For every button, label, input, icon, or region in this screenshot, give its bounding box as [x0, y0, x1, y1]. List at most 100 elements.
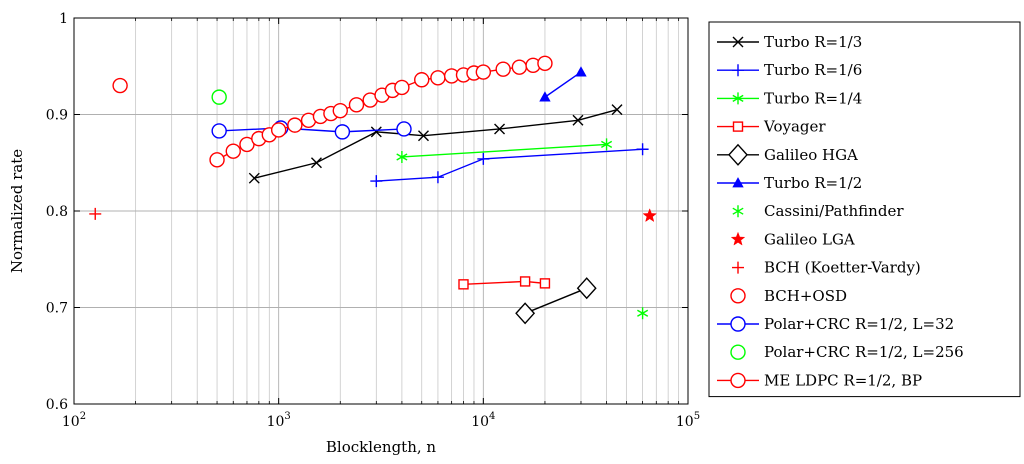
series-line [216, 62, 546, 161]
data-point [396, 121, 412, 137]
y-axis-title-text: Normalized rate [8, 149, 26, 273]
x-tick-label: 102 [62, 411, 86, 430]
data-point [494, 123, 506, 135]
data-point [642, 208, 658, 223]
grid [73, 17, 689, 405]
legend-label: Turbo R=1/4 [764, 89, 862, 107]
data-point [539, 91, 551, 102]
series-3 [458, 276, 551, 290]
data-point [89, 207, 102, 220]
data-point [575, 66, 587, 77]
legend-label: Galileo LGA [764, 230, 855, 248]
series-7 [642, 208, 658, 223]
legend-entry: Turbo R=1/2 [717, 174, 862, 192]
data-point [539, 278, 551, 289]
x-tick-label: 105 [676, 411, 700, 430]
x-tick-base: 10 [471, 414, 489, 430]
legend-marker [732, 36, 744, 48]
legend-marker [732, 177, 744, 188]
legend-entry: Turbo R=1/3 [717, 33, 862, 51]
x-tick-base: 10 [676, 414, 694, 430]
legend: Turbo R=1/3 Turbo R=1/6 Turbo R=1/4 Voyager… [708, 21, 1021, 398]
legend-label: Polar+CRC R=1/2, L=32 [764, 315, 954, 333]
data-point [495, 61, 511, 77]
y-tick-label: 0.9 [46, 108, 68, 124]
legend-entry: Galileo LGA [730, 230, 855, 248]
legend-label: BCH+OSD [764, 287, 847, 305]
data-point [414, 72, 430, 88]
series-line [524, 287, 587, 314]
legend-marker [730, 288, 746, 304]
legend-marker [732, 205, 744, 218]
data-point [576, 277, 597, 300]
legend-marker [730, 231, 746, 246]
legend-marker [732, 121, 744, 132]
series-line [219, 127, 405, 133]
data-point [112, 77, 128, 94]
x-tick-exponent: 5 [694, 411, 700, 422]
legend-marker [732, 64, 744, 77]
data-point [225, 143, 241, 159]
series-line [401, 143, 607, 158]
legend-entry: Voyager [717, 118, 826, 136]
legend-entry: Cassini/Pathfinder [732, 202, 904, 220]
legend-entry: ME LDPC R=1/2, BP [717, 371, 922, 389]
x-axis-title-text: Blocklength, n [326, 438, 437, 456]
legend-marker [728, 143, 748, 166]
x-tick-exponent: 2 [80, 411, 86, 422]
legend-entry: Turbo R=1/4 [717, 89, 862, 107]
series-0 [248, 104, 623, 184]
y-tick-label: 0.8 [46, 204, 68, 220]
x-tick-exponent: 4 [489, 411, 495, 422]
data-point [515, 302, 536, 325]
data-point [248, 172, 260, 184]
legend-entry: Polar+CRC R=1/2, L=256 [730, 343, 964, 361]
data-point [209, 152, 225, 168]
legend-marker [730, 344, 746, 360]
series-layer [89, 55, 658, 325]
data-point [287, 117, 303, 133]
legend-label: Turbo R=1/2 [764, 174, 862, 192]
data-point [430, 70, 446, 86]
legend-box [708, 21, 1021, 398]
data-point [572, 114, 584, 126]
legend-entry: BCH (Koetter-Vardy) [732, 259, 921, 277]
x-tick-label: 103 [267, 411, 291, 430]
legend-label: Turbo R=1/3 [764, 33, 862, 51]
legend-label: Polar+CRC R=1/2, L=256 [764, 343, 964, 361]
series-6 [637, 307, 649, 320]
series-line [463, 280, 546, 286]
data-point [396, 150, 408, 163]
series-9 [112, 77, 128, 94]
data-point [417, 130, 429, 142]
data-point [431, 171, 444, 184]
series-12 [209, 55, 553, 168]
x-axis-title: Blocklength, n [326, 438, 437, 456]
data-point [611, 104, 623, 116]
data-point [511, 59, 528, 75]
x-tick-label: 104 [471, 411, 495, 430]
data-point [370, 126, 382, 138]
data-point [519, 276, 531, 287]
legend-entry: BCH+OSD [730, 287, 847, 305]
legend-marker [732, 92, 744, 105]
y-tick-label: 0.7 [46, 301, 68, 317]
data-point [211, 89, 227, 105]
series-2 [396, 138, 613, 163]
series-line [376, 148, 643, 182]
data-point [332, 102, 348, 119]
legend-marker [730, 316, 746, 332]
series-4 [515, 277, 597, 325]
data-point [477, 152, 490, 165]
series-line [544, 71, 582, 98]
series-11 [211, 89, 227, 105]
legend-label: Voyager [763, 118, 826, 136]
data-point [334, 124, 351, 140]
data-point [637, 307, 649, 320]
data-point [310, 157, 322, 169]
legend-label: Galileo HGA [764, 146, 858, 164]
legend-entry: Polar+CRC R=1/2, L=32 [717, 315, 954, 333]
series-1 [370, 143, 649, 188]
data-point [270, 122, 287, 138]
